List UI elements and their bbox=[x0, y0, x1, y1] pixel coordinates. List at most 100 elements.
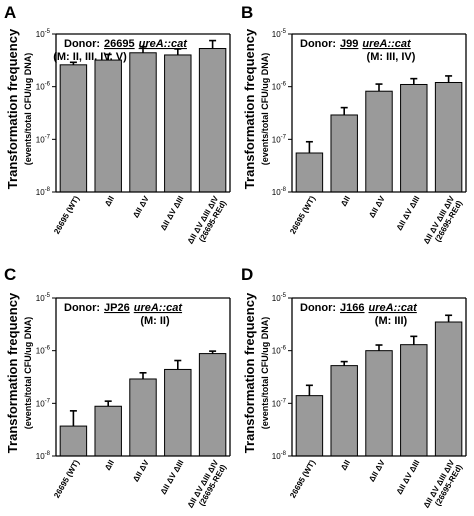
x-tick-group: ΔII ΔV ΔIII ΔIV(26695-REd) bbox=[422, 458, 465, 510]
y-tick-exponent: -7 bbox=[45, 398, 51, 404]
x-tick-group: ΔII ΔV ΔIII bbox=[159, 195, 186, 233]
y-axis-subtitle: (events/total CFU/ug DNA) bbox=[23, 53, 33, 166]
bar bbox=[164, 54, 192, 193]
panel-letter: B bbox=[241, 3, 253, 22]
bar bbox=[129, 378, 157, 457]
x-tick-label: ΔII bbox=[339, 195, 352, 208]
x-tick-label: ΔII bbox=[103, 195, 116, 208]
y-tick-base: 10 bbox=[36, 83, 45, 92]
y-tick-exponent: -8 bbox=[45, 451, 51, 457]
y-axis-title: Transformation frequency bbox=[242, 28, 257, 189]
x-tick-group: ΔII ΔV ΔIII ΔIV(26695-REd) bbox=[186, 458, 229, 510]
y-tick-label: 10-6 bbox=[272, 346, 287, 356]
bar bbox=[295, 152, 324, 193]
bar bbox=[59, 425, 88, 457]
donor-title: Donor: JP26 ureA::cat bbox=[64, 302, 183, 314]
x-tick-label: 26695 (WT) bbox=[52, 458, 81, 499]
x-tick-group: ΔII bbox=[339, 195, 352, 208]
donor-title: Donor: J99 ureA::cat bbox=[300, 38, 412, 50]
bar bbox=[365, 350, 393, 457]
x-tick-label: ΔII ΔV bbox=[131, 194, 151, 219]
y-tick-label: 10-8 bbox=[272, 451, 287, 461]
bar bbox=[198, 353, 227, 457]
bar bbox=[434, 321, 463, 457]
y-tick-label: 10-8 bbox=[36, 451, 51, 461]
y-tick-exponent: -6 bbox=[281, 82, 287, 88]
x-tick-label: ΔII ΔV bbox=[367, 194, 387, 219]
y-axis-title: Transformation frequency bbox=[242, 292, 257, 453]
y-tick-label: 10-7 bbox=[36, 398, 51, 408]
donor-prefix: Donor: bbox=[300, 302, 336, 314]
x-tick-group: ΔII ΔV ΔIII bbox=[395, 459, 422, 497]
bar bbox=[330, 114, 358, 193]
y-tick-label: 10-7 bbox=[272, 134, 287, 144]
x-tick-group: ΔII ΔV bbox=[367, 458, 387, 483]
donor-title: Donor: J166 ureA::cat bbox=[300, 302, 418, 314]
y-tick-base: 10 bbox=[36, 30, 45, 39]
y-tick-base: 10 bbox=[272, 135, 281, 144]
x-tick-group: ΔII ΔV ΔIII bbox=[159, 459, 186, 497]
x-tick-group: 26695 (WT) bbox=[288, 458, 317, 499]
x-tick-label: ΔII ΔV bbox=[367, 458, 387, 483]
donor-prefix: Donor: bbox=[300, 38, 336, 50]
y-tick-exponent: -5 bbox=[45, 293, 51, 299]
y-tick-label: 10-7 bbox=[36, 134, 51, 144]
x-tick-label: 26695 (WT) bbox=[288, 194, 317, 235]
bar bbox=[198, 48, 227, 193]
y-tick-base: 10 bbox=[272, 188, 281, 197]
x-tick-label: 26695 (WT) bbox=[52, 194, 81, 235]
y-tick-label: 10-8 bbox=[272, 187, 287, 197]
bar bbox=[295, 395, 324, 457]
y-tick-base: 10 bbox=[36, 452, 45, 461]
x-tick-group: ΔII ΔV bbox=[367, 194, 387, 219]
y-axis-title: Transformation frequency bbox=[5, 28, 20, 189]
bar bbox=[164, 368, 192, 457]
donor-allele: ureA::cat bbox=[134, 302, 184, 314]
y-tick-label: 10-5 bbox=[36, 29, 51, 39]
y-axis-subtitle: (events/total CFU/ug DNA) bbox=[23, 317, 33, 430]
motifs-label: (M: III, IV) bbox=[367, 51, 416, 63]
y-tick-base: 10 bbox=[272, 452, 281, 461]
y-tick-base: 10 bbox=[272, 30, 281, 39]
panel-a: A Transformation frequency (events/total C… bbox=[4, 3, 231, 245]
x-tick-group: ΔII bbox=[103, 195, 116, 208]
x-tick-label: ΔII bbox=[339, 459, 352, 472]
panel-letter: A bbox=[4, 3, 16, 22]
y-tick-exponent: -7 bbox=[281, 134, 287, 140]
x-tick-label: ΔII ΔV bbox=[131, 458, 151, 483]
y-tick-base: 10 bbox=[36, 188, 45, 197]
x-tick-label: ΔII ΔV ΔIII bbox=[395, 195, 422, 233]
y-tick-exponent: -7 bbox=[281, 398, 287, 404]
donor-allele: ureA::cat bbox=[362, 38, 412, 50]
x-tick-label: ΔII ΔV ΔIII bbox=[159, 195, 186, 233]
donor-strain: 26695 bbox=[104, 38, 135, 50]
donor-prefix: Donor: bbox=[64, 302, 100, 314]
x-tick-group: ΔII ΔV ΔIII bbox=[395, 195, 422, 233]
y-tick-label: 10-6 bbox=[272, 82, 287, 92]
bar bbox=[129, 52, 157, 193]
y-tick-exponent: -8 bbox=[45, 187, 51, 193]
x-tick-group: ΔII bbox=[103, 459, 116, 472]
y-tick-exponent: -8 bbox=[281, 451, 287, 457]
x-tick-label: 26695 (WT) bbox=[288, 458, 317, 499]
y-tick-base: 10 bbox=[36, 294, 45, 303]
y-axis-subtitle: (events/total CFU/ug DNA) bbox=[260, 317, 270, 430]
bar bbox=[330, 365, 358, 457]
bar bbox=[59, 64, 88, 193]
bar bbox=[400, 344, 428, 457]
y-tick-label: 10-7 bbox=[272, 398, 287, 408]
donor-prefix: Donor: bbox=[64, 38, 100, 50]
donor-strain: J99 bbox=[340, 38, 358, 50]
panel-letter: C bbox=[4, 265, 16, 284]
y-tick-base: 10 bbox=[36, 135, 45, 144]
donor-strain: JP26 bbox=[104, 302, 130, 314]
donor-allele: ureA::cat bbox=[369, 302, 419, 314]
x-tick-label: ΔII bbox=[103, 459, 116, 472]
bar bbox=[365, 90, 393, 193]
x-tick-label: ΔII ΔV ΔIII bbox=[395, 459, 422, 497]
y-tick-exponent: -6 bbox=[45, 82, 51, 88]
y-tick-exponent: -5 bbox=[281, 293, 287, 299]
bar bbox=[400, 83, 428, 193]
y-tick-exponent: -6 bbox=[281, 346, 287, 352]
